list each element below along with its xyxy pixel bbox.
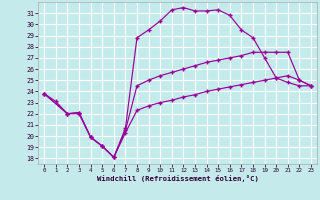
X-axis label: Windchill (Refroidissement éolien,°C): Windchill (Refroidissement éolien,°C) xyxy=(97,175,259,182)
